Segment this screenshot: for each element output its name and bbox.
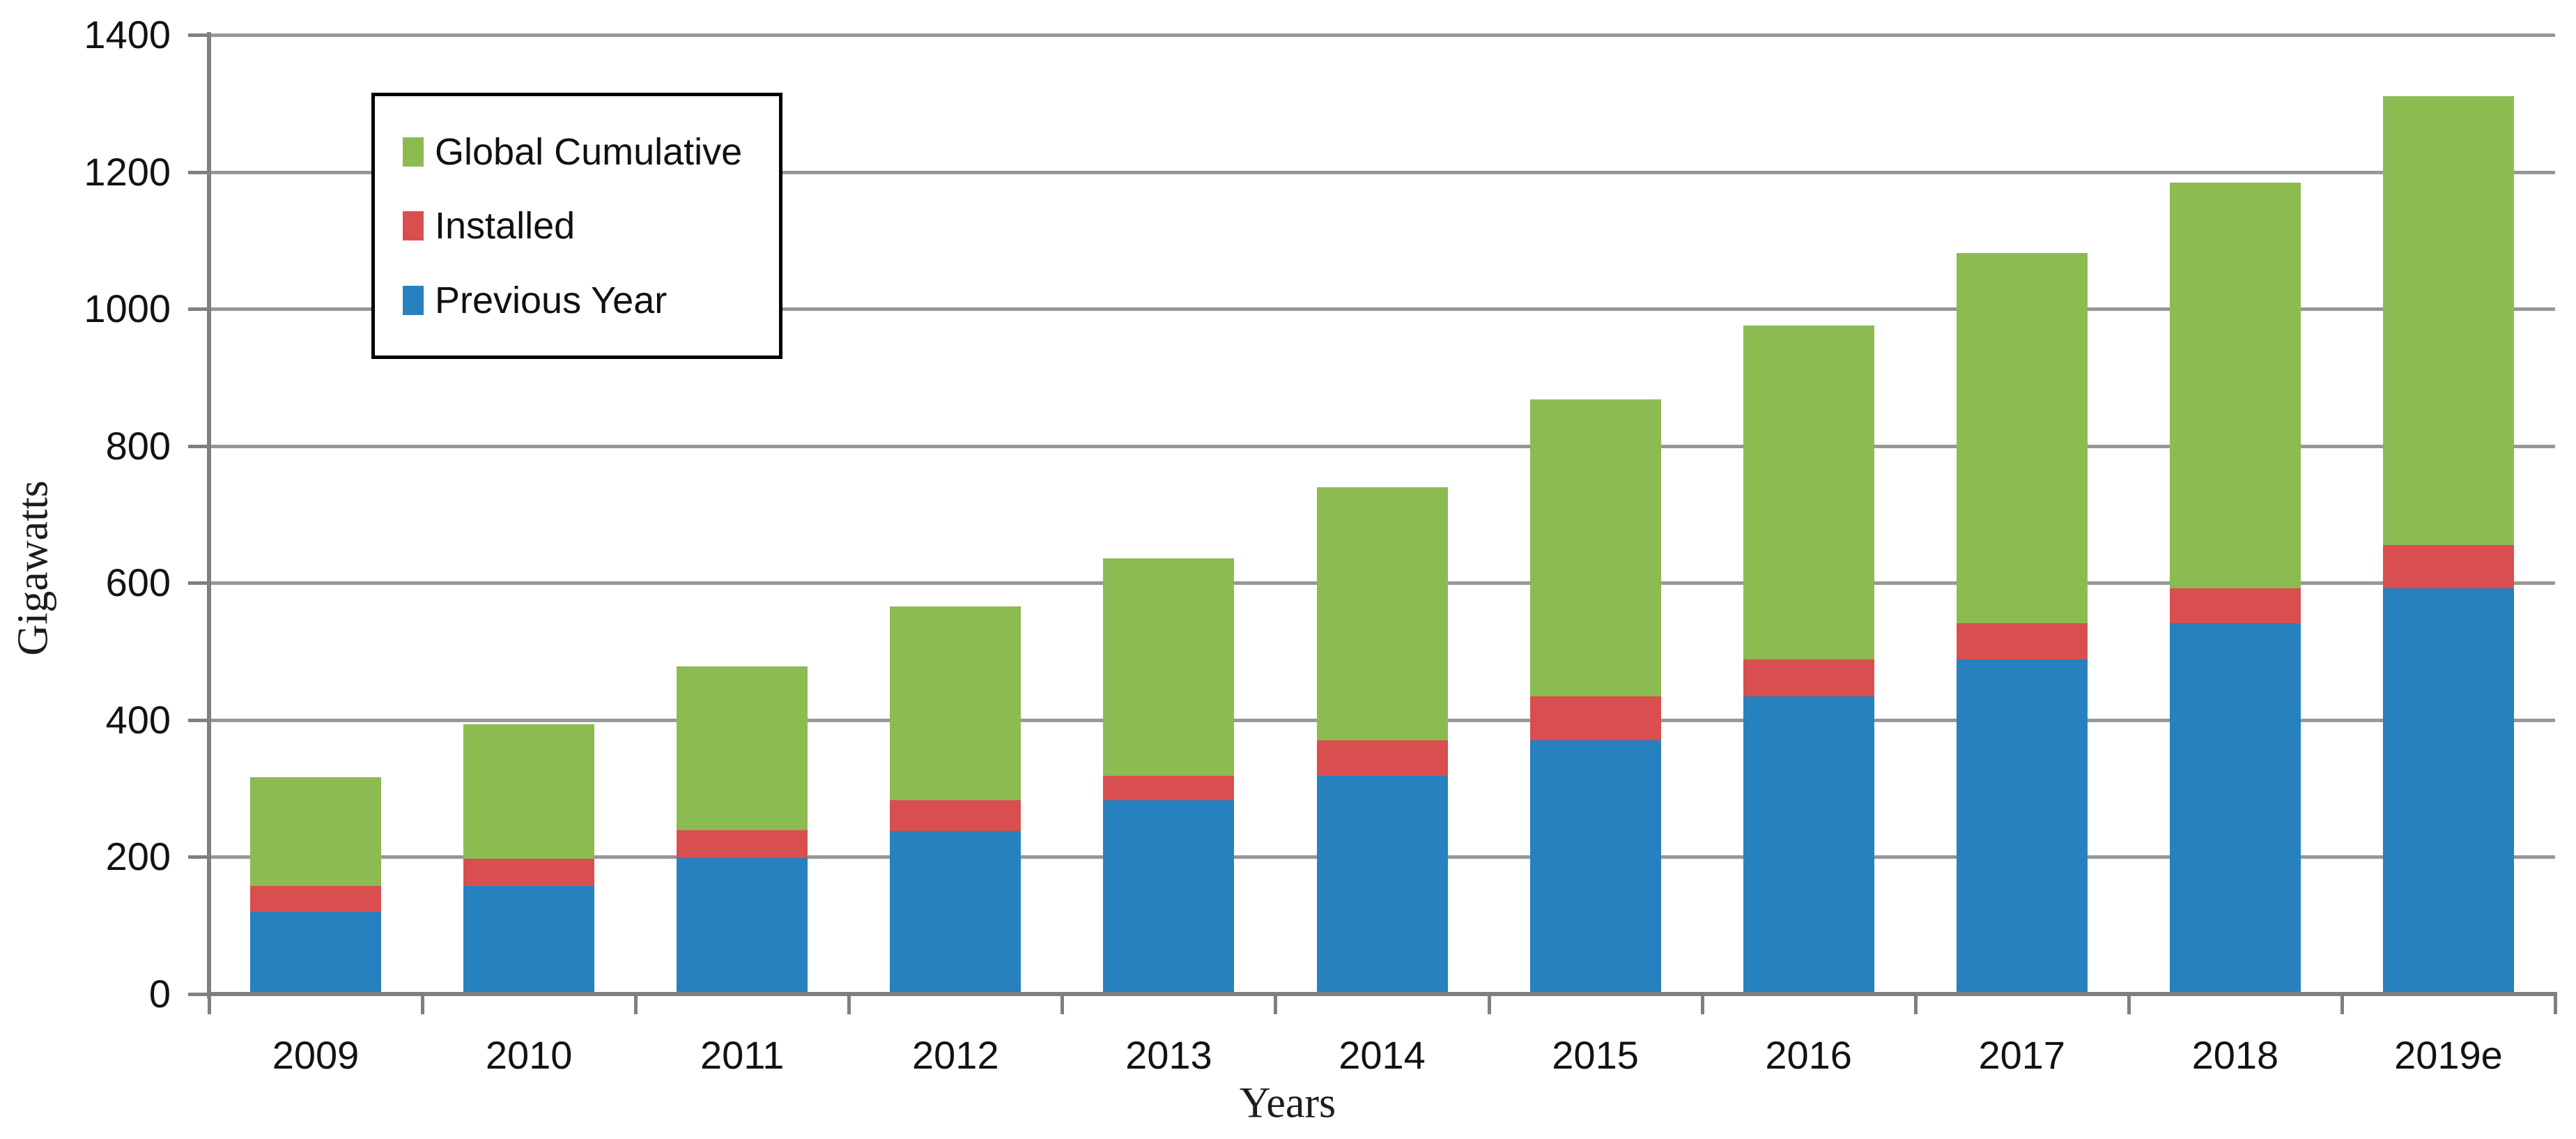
bar-segment-2014-installed bbox=[1316, 740, 1448, 777]
x-tick-label-2012: 2012 bbox=[912, 1033, 999, 1077]
legend-label-installed: Installed bbox=[435, 205, 576, 247]
y-tick-1200 bbox=[188, 170, 209, 174]
y-tick-1400 bbox=[188, 33, 209, 37]
y-tick-400 bbox=[188, 718, 209, 722]
x-tick-2 bbox=[634, 996, 638, 1014]
bar-segment-2010-installed bbox=[463, 859, 595, 886]
x-tick-label-2011: 2011 bbox=[700, 1033, 785, 1077]
gridline-1200 bbox=[209, 170, 2555, 174]
bar-segment-2015-previous-year bbox=[1529, 740, 1661, 994]
bar-segment-2019e-previous-year bbox=[2382, 588, 2514, 994]
x-tick-11 bbox=[2554, 996, 2557, 1014]
bar-segment-2011-installed bbox=[677, 830, 808, 859]
y-tick-label-400: 400 bbox=[105, 697, 171, 742]
y-tick-label-0: 0 bbox=[148, 972, 171, 1016]
x-tick-label-2016: 2016 bbox=[1765, 1033, 1852, 1077]
bar-segment-2014-global-cumulative bbox=[1316, 487, 1448, 741]
bar-segment-2018-installed bbox=[2169, 588, 2301, 624]
legend-swatch-global-cumulative-icon bbox=[403, 137, 424, 167]
legend-swatch-installed-icon bbox=[403, 211, 424, 240]
bar-segment-2013-global-cumulative bbox=[1103, 558, 1235, 777]
bar-segment-2010-previous-year bbox=[463, 885, 595, 994]
x-tick-label-2010: 2010 bbox=[485, 1033, 573, 1077]
legend-item-previous-year: Previous Year bbox=[403, 282, 779, 319]
bar-segment-2018-global-cumulative bbox=[2169, 183, 2301, 589]
bar-segment-2012-global-cumulative bbox=[890, 606, 1021, 800]
x-tick-label-2018: 2018 bbox=[2191, 1033, 2279, 1077]
bar-segment-2014-previous-year bbox=[1316, 776, 1448, 994]
legend-item-global-cumulative: Global Cumulative bbox=[403, 133, 779, 171]
legend-item-installed: Installed bbox=[403, 207, 779, 245]
y-tick-0 bbox=[188, 993, 209, 996]
x-tick-1 bbox=[421, 996, 425, 1014]
y-tick-label-800: 800 bbox=[105, 423, 171, 468]
x-tick-0 bbox=[208, 996, 211, 1014]
bar-segment-2010-global-cumulative bbox=[463, 724, 595, 859]
bar-segment-2009-previous-year bbox=[250, 912, 382, 994]
y-axis-line bbox=[207, 32, 211, 998]
legend: Global Cumulative Installed Previous Yea… bbox=[371, 93, 782, 359]
bar-segment-2019e-installed bbox=[2382, 545, 2514, 589]
bar-segment-2016-previous-year bbox=[1743, 696, 1874, 994]
y-tick-label-1400: 1400 bbox=[84, 13, 171, 56]
bar-segment-2009-installed bbox=[250, 885, 382, 912]
bar-segment-2012-previous-year bbox=[890, 831, 1021, 994]
x-tick-10 bbox=[2340, 996, 2344, 1014]
x-tick-4 bbox=[1061, 996, 1065, 1014]
x-tick-9 bbox=[2127, 996, 2131, 1014]
legend-label-global-cumulative: Global Cumulative bbox=[435, 130, 743, 173]
y-tick-label-1200: 1200 bbox=[84, 149, 171, 194]
bar-segment-2013-installed bbox=[1103, 776, 1235, 800]
y-tick-600 bbox=[188, 581, 209, 586]
bar-segment-2015-installed bbox=[1529, 696, 1661, 741]
x-tick-label-2017: 2017 bbox=[1978, 1033, 2066, 1077]
gridline-1000 bbox=[209, 307, 2555, 312]
x-tick-label-2015: 2015 bbox=[1552, 1033, 1639, 1077]
x-tick-label-2019e: 2019e bbox=[2394, 1033, 2503, 1077]
x-tick-7 bbox=[1700, 996, 1704, 1014]
x-axis-title: Years bbox=[1239, 1079, 1336, 1127]
x-tick-label-2013: 2013 bbox=[1125, 1033, 1212, 1077]
gridline-800 bbox=[209, 444, 2555, 448]
x-tick-8 bbox=[1913, 996, 1918, 1014]
bar-segment-2016-global-cumulative bbox=[1743, 325, 1874, 660]
y-tick-1000 bbox=[188, 307, 209, 312]
bar-segment-2015-global-cumulative bbox=[1529, 399, 1661, 697]
y-tick-200 bbox=[188, 855, 209, 859]
bar-segment-2011-previous-year bbox=[677, 858, 808, 994]
bar-segment-2009-global-cumulative bbox=[250, 777, 382, 886]
legend-label-previous-year: Previous Year bbox=[435, 279, 668, 321]
y-axis-title: Gigawatts bbox=[9, 480, 57, 656]
bar-segment-2017-previous-year bbox=[1956, 659, 2088, 994]
x-tick-label-2014: 2014 bbox=[1339, 1033, 1426, 1077]
legend-swatch-previous-year-icon bbox=[403, 285, 424, 315]
gridline-1400 bbox=[209, 33, 2555, 37]
y-tick-800 bbox=[188, 444, 209, 448]
bar-segment-2013-previous-year bbox=[1103, 800, 1235, 994]
bar-segment-2018-previous-year bbox=[2169, 623, 2301, 994]
x-axis-line bbox=[207, 992, 2557, 996]
x-tick-6 bbox=[1487, 996, 1491, 1014]
bar-segment-2019e-global-cumulative bbox=[2382, 96, 2514, 546]
y-tick-label-1000: 1000 bbox=[84, 286, 171, 331]
bar-segment-2017-installed bbox=[1956, 623, 2088, 660]
x-tick-5 bbox=[1274, 996, 1278, 1014]
x-tick-3 bbox=[847, 996, 851, 1014]
bar-segment-2012-installed bbox=[890, 800, 1021, 832]
x-tick-label-2009: 2009 bbox=[272, 1033, 360, 1077]
y-tick-label-600: 600 bbox=[105, 560, 171, 605]
bar-segment-2017-global-cumulative bbox=[1956, 252, 2088, 624]
bar-segment-2011-global-cumulative bbox=[677, 666, 808, 831]
y-tick-label-200: 200 bbox=[105, 834, 171, 879]
bar-segment-2016-installed bbox=[1743, 659, 1874, 697]
